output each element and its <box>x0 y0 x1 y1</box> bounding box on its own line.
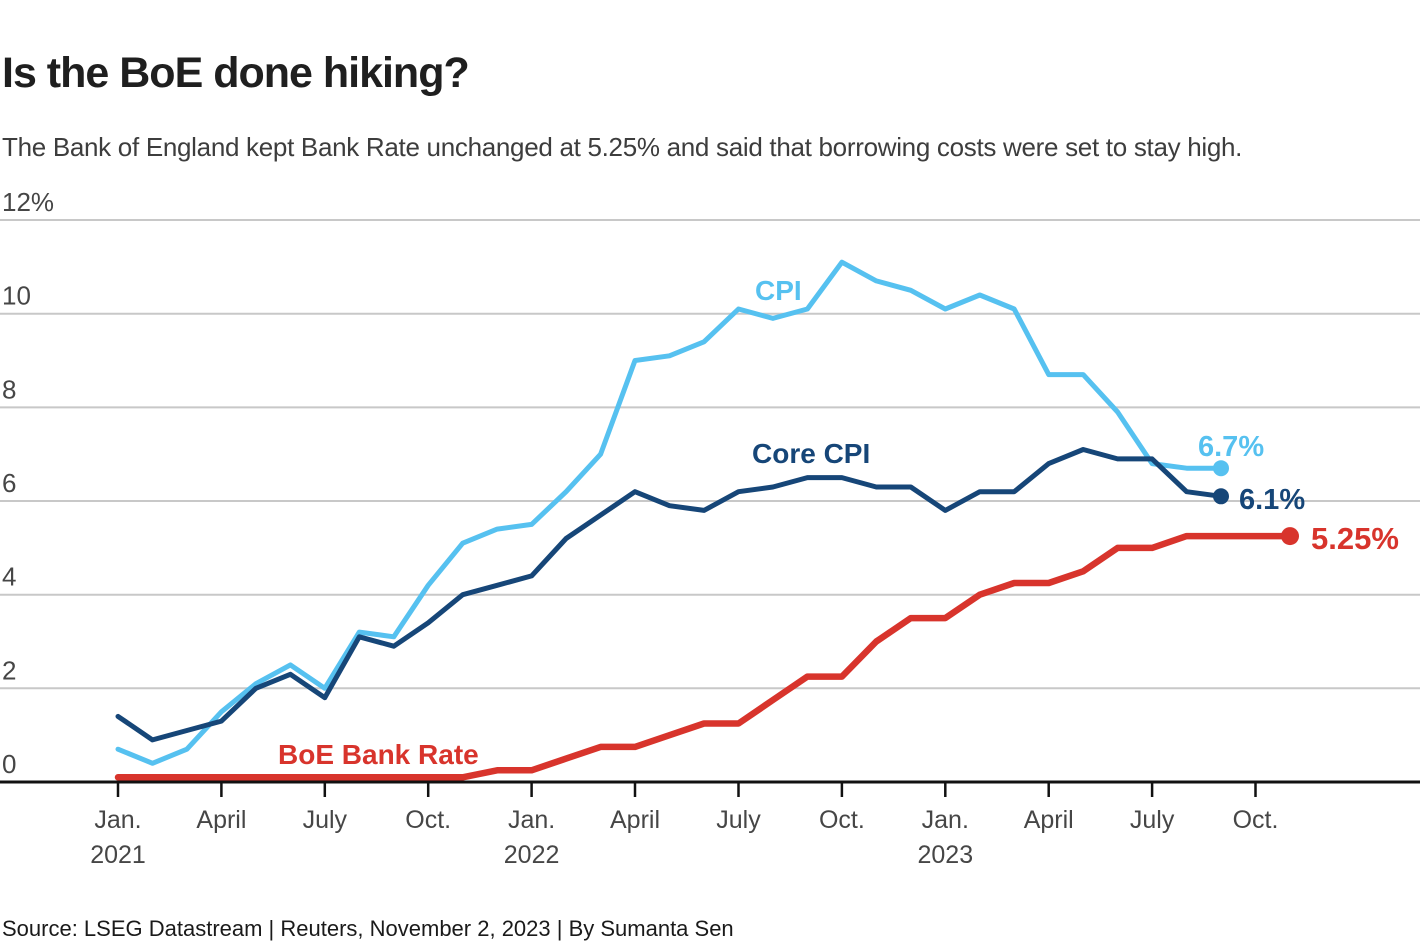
y-axis-label-6: 6 <box>2 468 16 498</box>
x-axis-label-0: Jan. <box>94 806 141 834</box>
x-axis-label-27: April <box>1024 806 1074 834</box>
boe-bank-rate-end-label: 5.25% <box>1311 521 1399 556</box>
x-axis-label-9: Oct. <box>405 806 451 834</box>
x-axis-label-12: Jan. <box>508 806 555 834</box>
y-axis-label-0: 0 <box>2 749 16 779</box>
boe-bank-rate-series-label: BoE Bank Rate <box>278 739 479 770</box>
x-axis-label-30: July <box>1130 806 1175 834</box>
y-axis-label-2: 2 <box>2 655 16 685</box>
cpi-end-label: 6.7% <box>1198 431 1264 463</box>
cpi-line <box>115 259 1224 766</box>
x-axis-year-24: 2023 <box>917 841 973 869</box>
core-cpi-end-label: 6.1% <box>1239 484 1305 516</box>
page-title: Is the BoE done hiking? <box>2 48 470 97</box>
core-cpi-end-dot <box>1213 488 1229 505</box>
cpi-end-dot <box>1213 460 1229 477</box>
x-axis-label-18: July <box>716 806 761 834</box>
x-axis-label-3: April <box>196 806 246 834</box>
page-subtitle: The Bank of England kept Bank Rate uncha… <box>2 132 1243 162</box>
y-axis-label-8: 8 <box>2 374 16 404</box>
y-axis-label-12: 12% <box>2 187 54 217</box>
source-line: Source: LSEG Datastream | Reuters, Novem… <box>2 916 734 941</box>
x-axis-label-21: Oct. <box>819 806 865 834</box>
x-axis-label-33: Oct. <box>1233 806 1279 834</box>
boe-bank-rate-line <box>114 532 1294 781</box>
cpi-series-label: CPI <box>755 275 802 306</box>
x-axis-year-12: 2022 <box>504 841 560 869</box>
x-axis-label-6: July <box>303 806 348 834</box>
boe-bank-rate-end-dot <box>1281 527 1299 546</box>
x-axis-label-15: April <box>610 806 660 834</box>
x-axis-year-0: 2021 <box>90 841 146 869</box>
core-cpi-line <box>115 447 1224 743</box>
core-cpi-series-label: Core CPI <box>752 438 870 469</box>
x-axis-label-24: Jan. <box>922 806 969 834</box>
y-axis-label-4: 4 <box>2 562 16 592</box>
y-axis-label-10: 10 <box>2 281 31 311</box>
